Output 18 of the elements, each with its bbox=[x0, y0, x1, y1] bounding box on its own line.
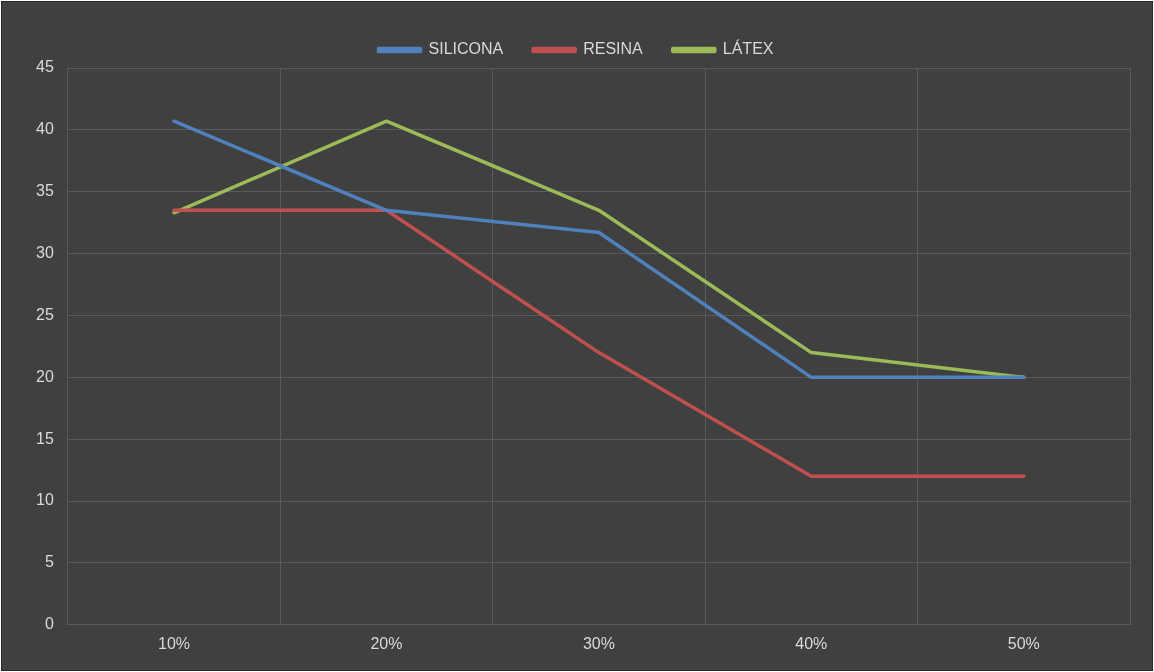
y-tick-label: 30 bbox=[36, 244, 54, 262]
legend-label: LÁTEX bbox=[722, 39, 774, 58]
x-tick-label: 10% bbox=[158, 634, 191, 652]
y-tick-label: 45 bbox=[36, 58, 54, 76]
y-tick-label: 25 bbox=[36, 305, 54, 323]
y-tick-label: 40 bbox=[36, 120, 54, 138]
x-tick-label: 50% bbox=[1007, 634, 1040, 652]
x-tick-label: 30% bbox=[582, 634, 615, 652]
y-tick-label: 10 bbox=[36, 491, 54, 509]
x-tick-label: 20% bbox=[370, 634, 403, 652]
y-tick-label: 35 bbox=[36, 182, 54, 200]
y-tick-label: 5 bbox=[44, 553, 54, 571]
y-tick-label: 0 bbox=[44, 615, 54, 633]
x-tick-label: 40% bbox=[795, 634, 828, 652]
legend-label: SILICONA bbox=[428, 40, 504, 58]
y-tick-label: 20 bbox=[36, 367, 54, 385]
legend-label: RESINA bbox=[583, 40, 644, 58]
y-tick-label: 15 bbox=[36, 429, 54, 447]
